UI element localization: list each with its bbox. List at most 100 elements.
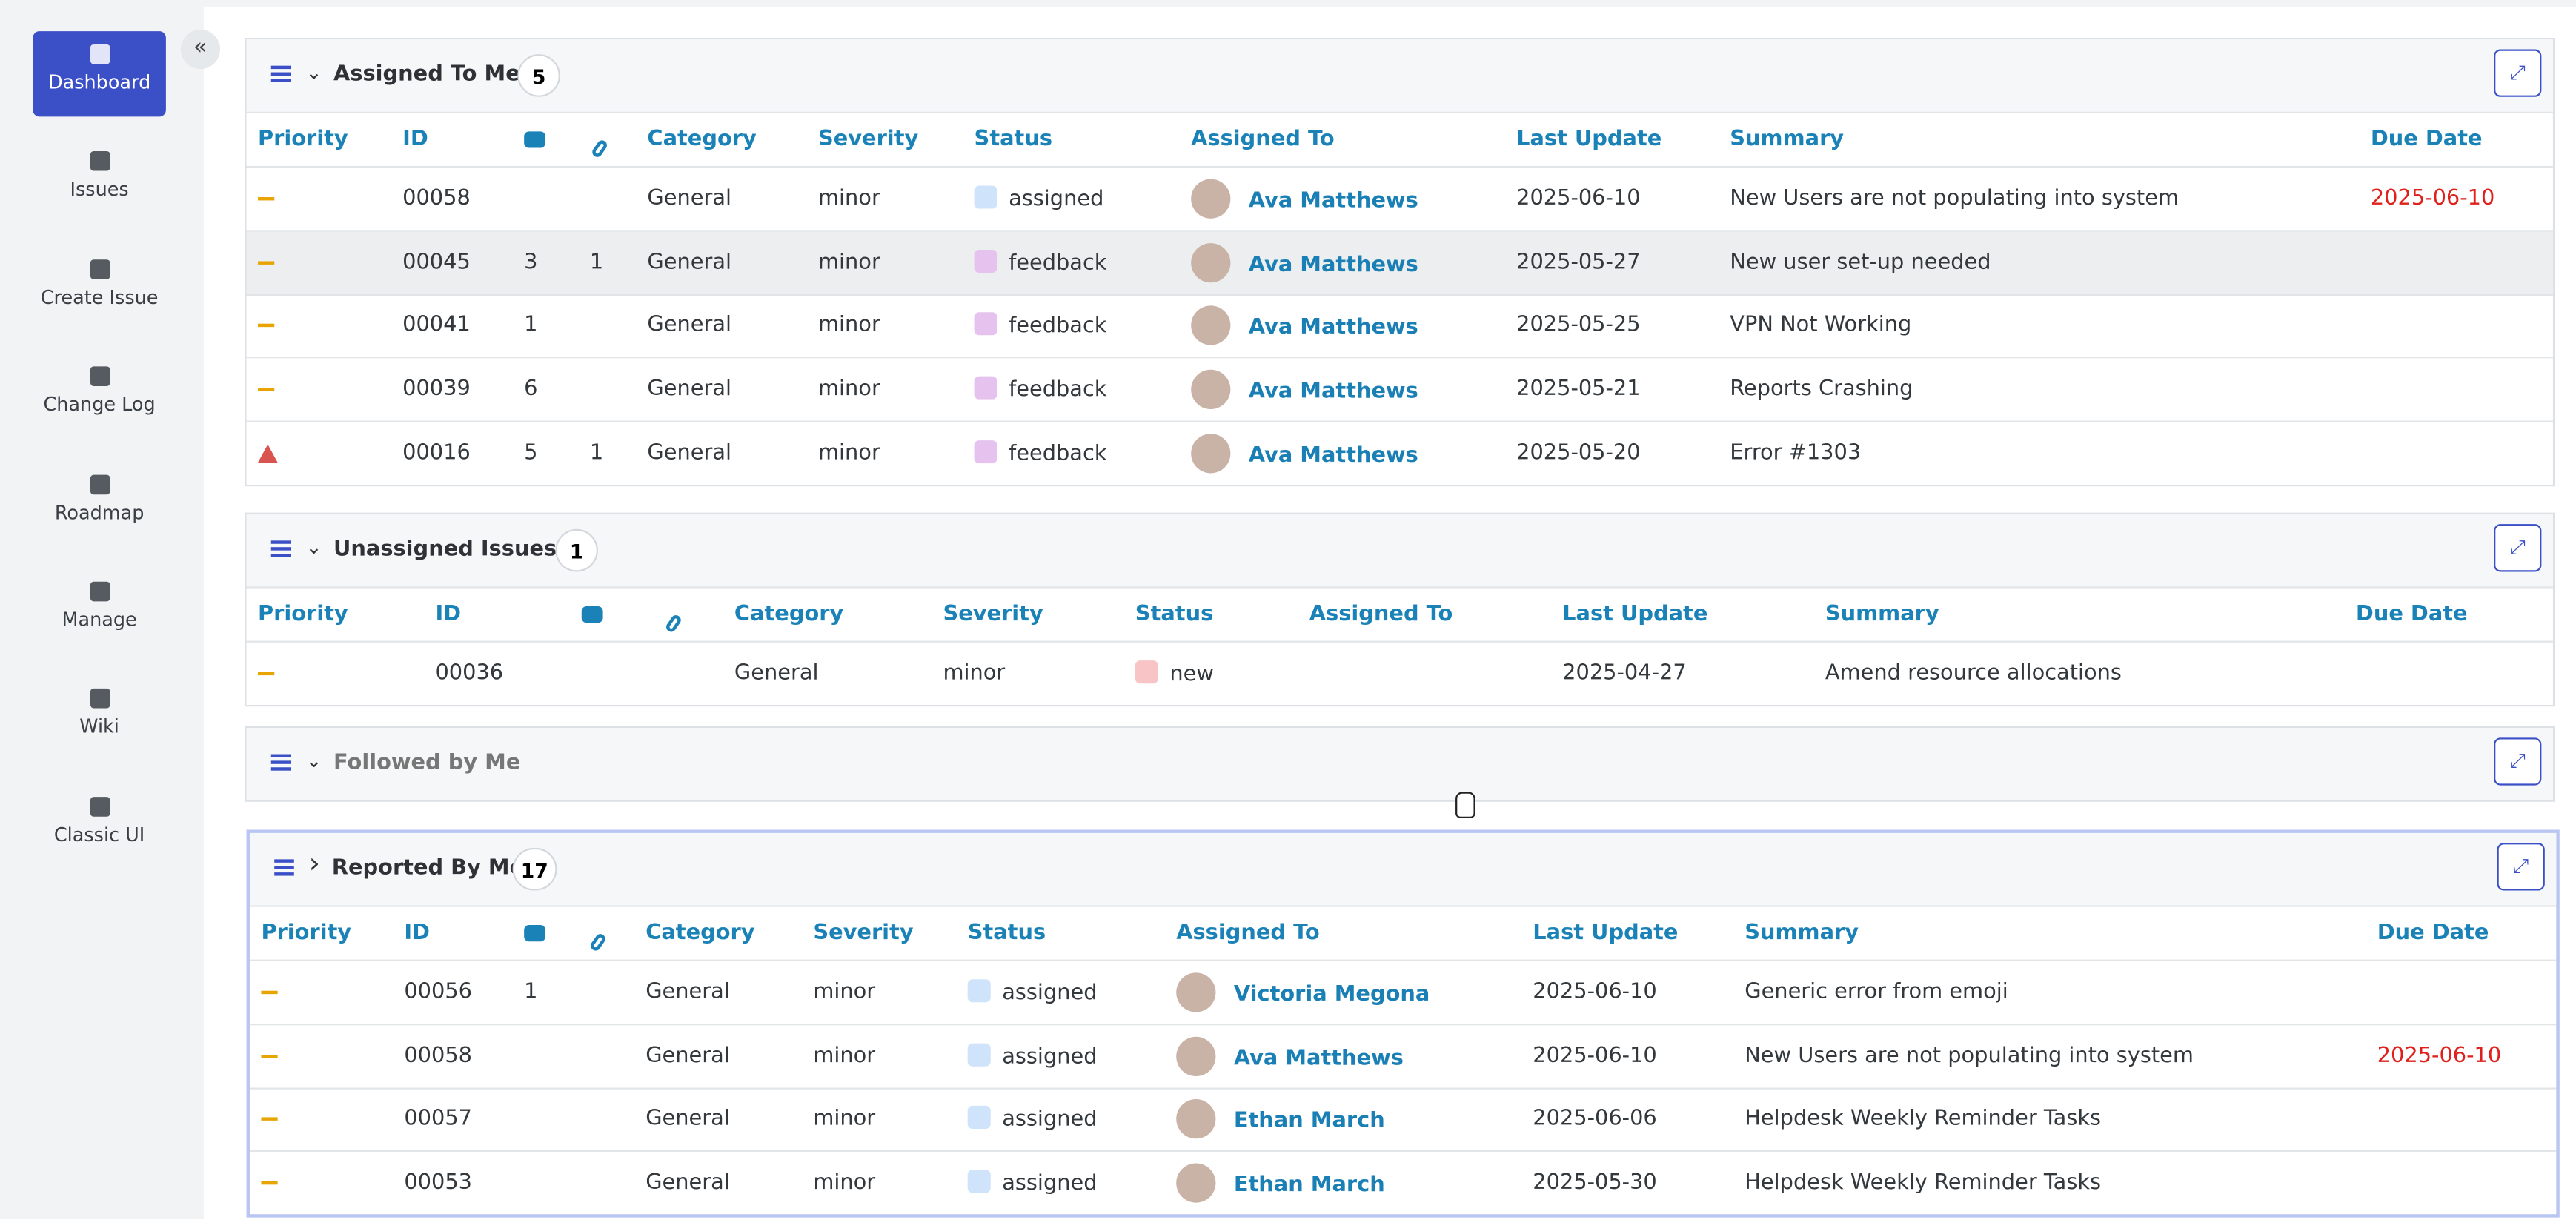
toggle[interactable]: ⌄ (305, 749, 322, 772)
column-header[interactable]: Due Date (2377, 921, 2489, 946)
column-header[interactable]: Due Date (2370, 127, 2483, 153)
nav-item[interactable]: Create Issue (33, 246, 166, 331)
status-text: assigned (1002, 1108, 1098, 1133)
issue-row[interactable]: 00058 General minor assigned Ava Matthews 202… (246, 165, 2553, 230)
expand-button[interactable]: ⤢ (2494, 49, 2542, 97)
column-header[interactable]: Summary (1825, 602, 1939, 627)
nav-icon (89, 366, 110, 387)
assignee-name[interactable]: Ava Matthews (1248, 188, 1418, 213)
column-header[interactable]: Category (647, 127, 757, 153)
expand-button[interactable]: ⤢ (2494, 737, 2542, 786)
severity: minor (813, 1171, 876, 1196)
column-header[interactable]: Last Update (1516, 127, 1662, 153)
last-update: 2025-04-27 (1562, 661, 1687, 686)
nav-item[interactable]: Dashboard (33, 31, 166, 117)
drag-handle[interactable] (270, 754, 291, 771)
nav-item[interactable]: Manage (33, 568, 166, 654)
issue-row[interactable]: 00053 General minor assigned Ethan March 2025… (249, 1150, 2557, 1215)
assignee[interactable]: Victoria Megona (1176, 972, 1430, 1012)
status-color (974, 185, 997, 209)
assignee-name[interactable]: Ava Matthews (1248, 252, 1418, 277)
column-header[interactable]: Priority (261, 921, 352, 946)
issue-row[interactable]: 00036 General minor new 2025-04-27 Amend reso… (246, 640, 2553, 705)
expand-button[interactable]: ⤢ (2494, 524, 2542, 572)
category: General (647, 314, 731, 339)
nav-label: Change Log (43, 393, 156, 417)
assignee-name[interactable]: Ethan March (1233, 1173, 1385, 1199)
column-header[interactable]: Summary (1745, 921, 1859, 946)
assignee[interactable]: Ava Matthews (1191, 434, 1418, 474)
column-header[interactable]: Category (734, 602, 844, 627)
assignee[interactable]: Ava Matthews (1191, 306, 1418, 346)
assignee-name[interactable]: Ava Matthews (1248, 316, 1418, 341)
issue-row[interactable]: 00058 General minor assigned Ava Matthews 202… (249, 1023, 2557, 1087)
nav-item[interactable]: Issues (33, 139, 166, 224)
column-header[interactable]: Priority (258, 127, 348, 153)
priority-normal (261, 1054, 278, 1058)
status: assigned (967, 1106, 1098, 1133)
assignee[interactable]: Ava Matthews (1191, 242, 1418, 282)
status-color (974, 313, 997, 337)
column-header[interactable]: Severity (943, 602, 1043, 627)
assignee[interactable]: Ethan March (1176, 1100, 1385, 1140)
drag-handle[interactable] (274, 859, 294, 876)
drag-handle[interactable] (270, 65, 291, 82)
column-header[interactable]: Priority (258, 602, 348, 627)
nav-item[interactable]: Wiki (33, 676, 166, 761)
status: feedback (974, 377, 1106, 403)
collapse-sidebar[interactable]: « (180, 29, 221, 70)
summary: Reports Crashing (1730, 377, 1913, 402)
column-header[interactable]: Status (967, 921, 1046, 946)
column-header[interactable]: Due Date (2355, 602, 2468, 627)
column-header[interactable]: Last Update (1533, 921, 1679, 946)
nav-item[interactable]: Change Log (33, 354, 166, 439)
column-header[interactable]: Assigned To (1309, 602, 1453, 627)
column-header[interactable]: Summary (1730, 127, 1845, 153)
column-header[interactable]: Last Update (1562, 602, 1708, 627)
issue-row[interactable]: 00016 5 1 General minor feedback Ava Matthews 2… (246, 420, 2553, 485)
issue-row[interactable]: 00057 General minor assigned Ethan March 2025… (249, 1087, 2557, 1151)
section-title: Followed by Me (333, 751, 521, 776)
issue-row[interactable]: 00041 1 General minor feedback Ava Matthews 20… (246, 293, 2553, 357)
column-header[interactable]: Severity (813, 921, 914, 946)
assignee-name[interactable]: Ava Matthews (1248, 443, 1418, 468)
assignee-name[interactable]: Victoria Megona (1233, 982, 1430, 1007)
issue-row[interactable]: 00045 3 1 General minor feedback Ava Matthews 2… (246, 229, 2553, 294)
severity: minor (943, 661, 1006, 686)
assignee-name[interactable]: Ethan March (1233, 1110, 1385, 1135)
column-header[interactable]: Category (645, 921, 755, 946)
last-update: 2025-05-27 (1516, 250, 1641, 275)
toggle[interactable]: › (308, 847, 320, 881)
priority-high (258, 444, 278, 463)
column-header[interactable]: Assigned To (1176, 921, 1320, 946)
assignee-name[interactable]: Ava Matthews (1248, 379, 1418, 405)
column-header[interactable]: ID (435, 602, 462, 627)
issue-id: 00058 (404, 1044, 473, 1069)
assignee[interactable]: Ava Matthews (1191, 179, 1418, 219)
issue-row[interactable]: 00039 6 General minor feedback Ava Matthews 20… (246, 357, 2553, 421)
column-header[interactable]: Severity (817, 127, 919, 153)
column-header[interactable]: Status (1135, 602, 1214, 627)
issue-row[interactable]: 00056 1 General minor assigned Victoria Megon… (249, 959, 2557, 1024)
toggle[interactable]: ⌄ (305, 535, 322, 559)
assignee[interactable]: Ethan March (1176, 1164, 1385, 1204)
toggle[interactable]: ⌄ (305, 61, 322, 84)
column-header[interactable]: Status (974, 127, 1052, 153)
section: ⌄ Followed by Me ⤢ (245, 726, 2555, 802)
severity: minor (817, 314, 880, 339)
header-row: Priority ID Category Severity Status Assigned… (246, 586, 2553, 640)
nav-item[interactable]: Classic UI (33, 783, 166, 869)
assignee[interactable]: Ava Matthews (1191, 370, 1418, 410)
status-color (1135, 660, 1158, 683)
priority-normal (258, 196, 275, 201)
drag-handle[interactable] (270, 540, 291, 557)
last-update: 2025-06-06 (1533, 1107, 1657, 1133)
assignee-name[interactable]: Ava Matthews (1233, 1046, 1404, 1071)
expand-button[interactable]: ⤢ (2497, 843, 2545, 891)
nav-icon (89, 259, 110, 279)
assignee[interactable]: Ava Matthews (1176, 1036, 1404, 1076)
nav-item[interactable]: Roadmap (33, 461, 166, 546)
column-header[interactable]: Assigned To (1191, 127, 1335, 153)
column-header[interactable]: ID (404, 921, 431, 946)
column-header[interactable]: ID (402, 127, 428, 153)
